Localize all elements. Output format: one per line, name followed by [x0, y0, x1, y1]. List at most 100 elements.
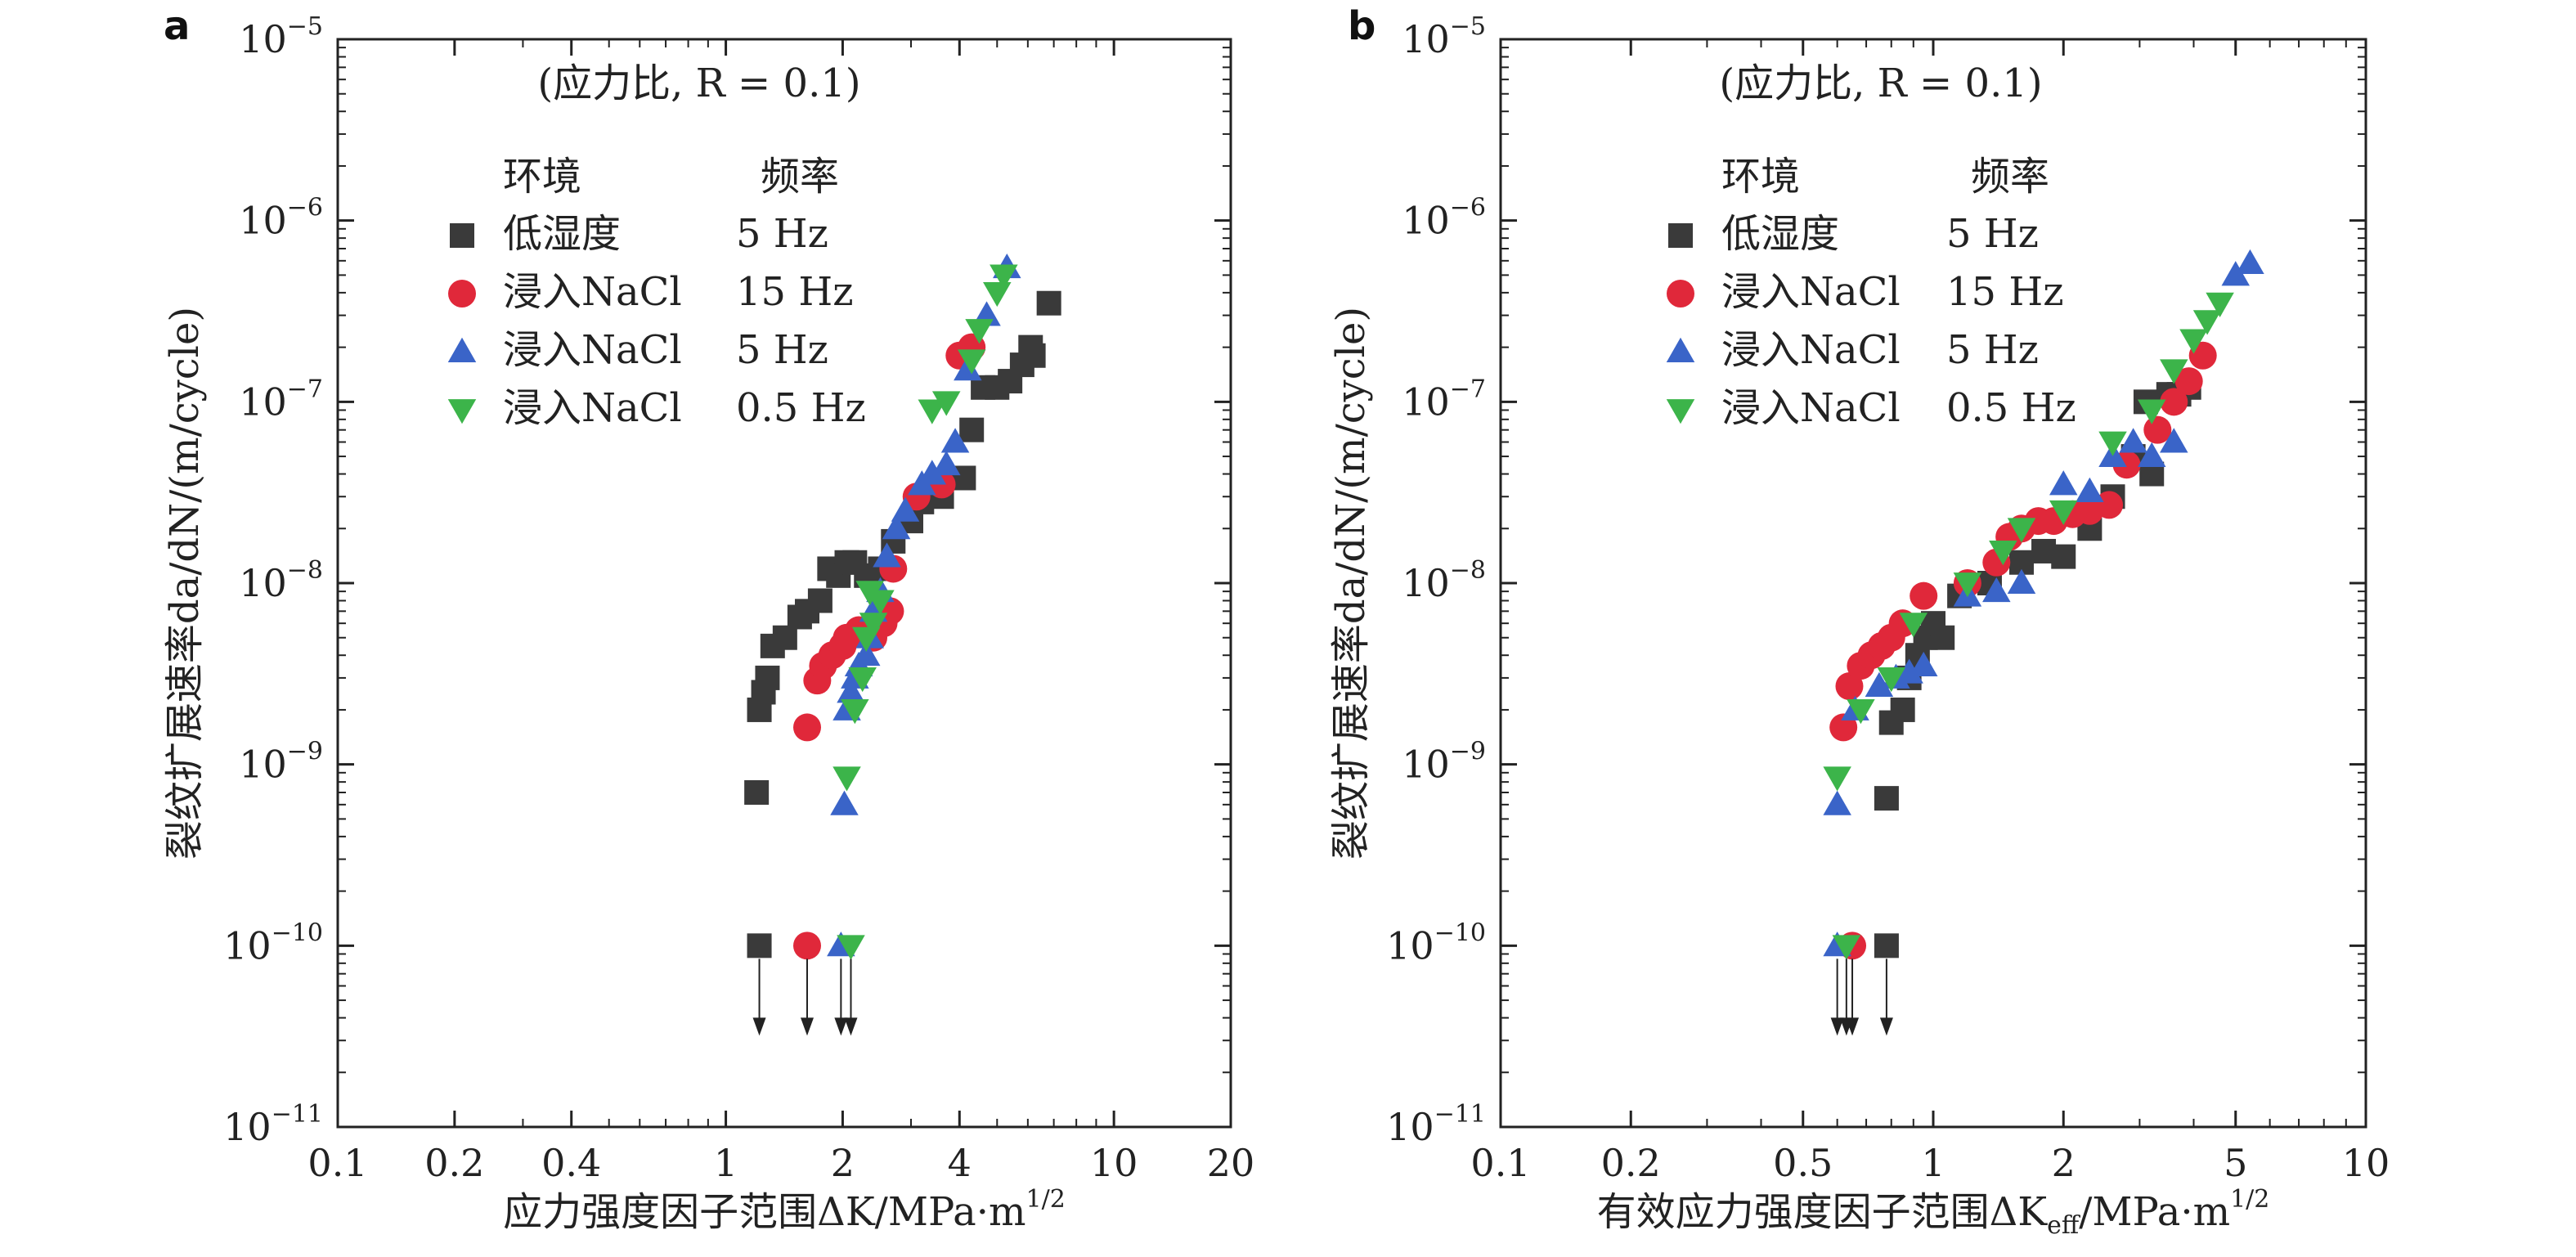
x-tick-label: 5: [2224, 1141, 2247, 1185]
legend-entry-freq: 15 Hz: [736, 269, 853, 315]
data-point: [965, 319, 994, 344]
legend-entry-name: 浸入NaCl: [503, 385, 682, 431]
legend-marker: [447, 399, 477, 424]
data-point: [1847, 699, 1875, 725]
ratio-annotation: (应力比, R = 0.1): [1719, 61, 2042, 106]
x-tick-label: 2: [2052, 1141, 2076, 1185]
y-tick-label: 10−8: [1402, 556, 1486, 605]
y-tick-label: 10−10: [1386, 918, 1486, 967]
data-point: [2236, 249, 2264, 275]
x-tick-label: 0.1: [307, 1141, 367, 1185]
data-point: [1910, 581, 1938, 610]
legend-marker: [1666, 399, 1695, 424]
data-point: [837, 678, 865, 703]
threshold-arrow-head: [752, 1017, 766, 1036]
data-point: [2098, 431, 2127, 456]
panel-label: a: [164, 3, 190, 49]
legend-marker: [1667, 280, 1694, 308]
y-tick-label: 10−11: [223, 1100, 323, 1149]
data-point: [855, 581, 884, 606]
threshold-arrow-head: [834, 1017, 848, 1036]
legend-marker: [448, 280, 476, 308]
threshold-arrow-head: [1830, 1017, 1844, 1036]
y-tick-label: 10−6: [1402, 194, 1486, 243]
y-tick-label: 10−7: [1402, 375, 1486, 424]
data-point: [1874, 786, 1899, 811]
x-tick-label: 0.2: [1601, 1141, 1661, 1185]
data-point: [1829, 713, 1858, 742]
data-point: [2221, 261, 2251, 286]
x-tick-label: 0.5: [1773, 1141, 1833, 1185]
data-point: [807, 588, 832, 613]
data-point: [2160, 388, 2188, 416]
legend-entry-name: 浸入NaCl: [503, 269, 682, 315]
data-point: [755, 665, 780, 690]
data-point: [931, 391, 961, 416]
data-point: [1823, 790, 1851, 815]
y-tick-label: 10−9: [1402, 738, 1486, 787]
plot-frame: [336, 38, 1232, 1129]
data-point: [918, 399, 947, 424]
legend-header-freq: 频率: [761, 154, 839, 200]
legend-header-env: 环境: [1721, 154, 1800, 200]
data-point: [2160, 359, 2188, 384]
data-point: [859, 613, 888, 638]
data-point: [931, 450, 961, 476]
data-point: [2137, 399, 2166, 424]
data-point: [891, 496, 920, 522]
data-point: [1835, 672, 1864, 701]
data-point: [940, 428, 970, 453]
data-point: [882, 514, 911, 540]
data-point: [990, 264, 1018, 290]
data-point: [851, 640, 881, 667]
data-point: [2095, 491, 2124, 519]
legend-entry-name: 低湿度: [503, 211, 621, 257]
y-tick-label: 10−5: [1402, 12, 1486, 61]
data-point: [2049, 500, 2078, 526]
x-tick-label: 2: [831, 1141, 855, 1185]
threshold-arrow-head: [800, 1017, 814, 1036]
chart-panel-a: a 10−11 10−10 10−9 10−8 10−7 10−6 10−5 0.1 0.2 0.4…: [162, 3, 1254, 1235]
x-tick-label: 10: [2342, 1141, 2390, 1185]
data-point: [772, 625, 797, 650]
data-point: [1982, 577, 2011, 603]
legend-entry-freq: 5 Hz: [736, 327, 828, 373]
legend-marker: [1668, 223, 1693, 248]
data-point: [841, 699, 869, 725]
threshold-arrow-head: [1839, 1017, 1853, 1036]
x-tick-label: 1: [1921, 1141, 1945, 1185]
threshold-marker: [792, 932, 821, 960]
legend-entry-freq: 5 Hz: [1946, 327, 2039, 373]
legend-entry-freq: 0.5 Hz: [1946, 385, 2076, 431]
x-axis-label: 有效应力强度因子范围ΔKeff/MPa·m1/2: [1597, 1185, 2270, 1240]
legend-entry-freq: 5 Hz: [1946, 211, 2039, 257]
x-tick-label: 0.1: [1470, 1141, 1530, 1185]
legend-marker: [450, 223, 474, 248]
data-point: [2007, 568, 2036, 594]
y-tick-label: 10−6: [239, 194, 323, 243]
legend-entry-freq: 0.5 Hz: [736, 385, 866, 431]
data-point: [2143, 415, 2172, 444]
data-point: [1930, 625, 1955, 650]
data-point: [1895, 658, 1923, 684]
data-point: [2206, 292, 2234, 317]
data-point: [1989, 541, 2017, 566]
x-axis-label: 应力强度因子范围ΔK/MPa·m1/2: [503, 1185, 1066, 1235]
data-point: [873, 542, 901, 568]
legend-header-freq: 频率: [1971, 154, 2049, 200]
data-point: [2076, 477, 2104, 502]
data-point: [744, 780, 770, 806]
legend-marker: [447, 337, 477, 362]
data-point: [959, 417, 985, 442]
legend-marker: [1666, 337, 1695, 362]
y-tick-label: 10−5: [239, 12, 323, 61]
x-tick-label: 4: [948, 1141, 972, 1185]
x-tick-label: 20: [1207, 1141, 1255, 1185]
legend-entry-freq: 15 Hz: [1946, 269, 2063, 315]
data-point: [1823, 766, 1851, 792]
x-tick-label: 0.4: [541, 1141, 601, 1185]
panel-label: b: [1348, 3, 1376, 49]
data-point: [2192, 310, 2222, 335]
data-point: [2119, 428, 2147, 453]
